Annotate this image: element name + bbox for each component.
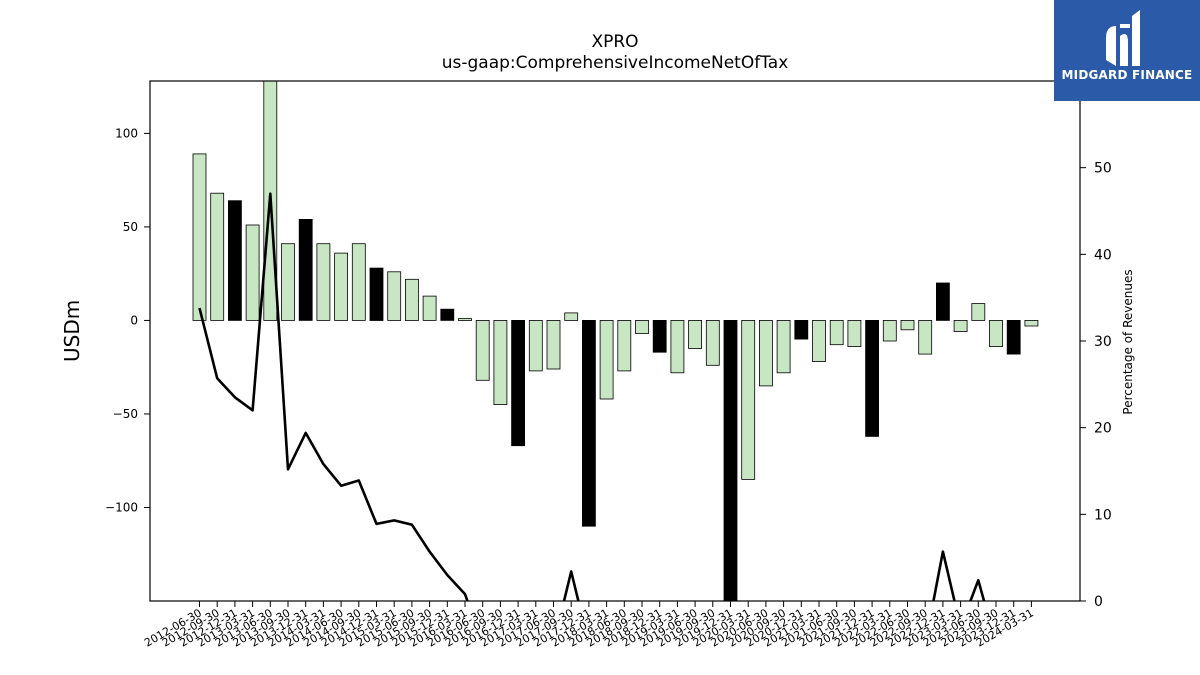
- y-tick-label: −100: [105, 500, 138, 514]
- bar-2019-12-31: [723, 319, 738, 601]
- bar-2017-12-31: [582, 319, 596, 527]
- bar-2021-12-31: [865, 319, 879, 437]
- bar-2022-12-31: [936, 282, 950, 321]
- bar-2022-09-30: [918, 319, 933, 355]
- chart-subtitle: us-gaap:ComprehensiveIncomeNetOfTax: [441, 53, 789, 73]
- bar-2022-03-31: [882, 319, 897, 342]
- bar-2021-03-31: [812, 319, 826, 362]
- bar-2023-12-31: [1006, 319, 1021, 355]
- bar-2016-06-30: [475, 319, 490, 381]
- bar-2018-03-31: [599, 319, 614, 400]
- bar-2017-09-30: [564, 312, 579, 321]
- bar-2021-09-30: [847, 319, 862, 347]
- line-layer: [198, 192, 986, 601]
- bar-2012-09-30: [210, 192, 225, 321]
- bar-2020-03-31: [741, 319, 756, 480]
- bar-2019-09-30: [705, 319, 720, 366]
- bar-2012-12-31: [227, 200, 242, 321]
- brand-logo: MIDGARD FINANCE: [1054, 0, 1200, 101]
- bar-2014-09-30: [351, 243, 366, 321]
- y-axis-label: USDm: [60, 299, 84, 362]
- bar-2021-06-30: [829, 319, 844, 346]
- x-axis: 2012-06-302012-09-302012-12-312013-03-31…: [142, 601, 1036, 650]
- bar-2022-06-30: [900, 319, 915, 331]
- bar-2020-09-30: [776, 319, 791, 374]
- bar-2015-09-30: [422, 295, 437, 321]
- y2-tick-label: 50: [1094, 161, 1112, 177]
- bar-2020-06-30: [759, 319, 773, 387]
- bar-2014-03-31: [316, 243, 331, 321]
- y2-tick-label: 20: [1094, 421, 1112, 437]
- plot-frame: [149, 80, 1081, 602]
- bar-2019-06-30: [688, 319, 702, 349]
- y2-axis-label: Percentage of Revenues: [1121, 269, 1135, 415]
- bar-2015-12-31: [440, 308, 455, 321]
- bar-2023-06-30: [971, 303, 986, 321]
- left-y-axis: 100 50 0 −50 −100: [105, 126, 150, 514]
- bar-2016-09-30: [493, 319, 508, 405]
- bar-2013-03-31: [245, 224, 260, 321]
- midgard-logo-icon: [1106, 10, 1140, 66]
- right-y-axis: 0 10 20 30 40 50: [1080, 161, 1112, 610]
- bar-2012-06-30: [192, 153, 207, 321]
- bar-2015-03-31: [387, 271, 402, 321]
- bar-2020-12-31: [794, 319, 809, 340]
- bar-2018-12-31: [652, 319, 667, 353]
- y2-tick-label: 30: [1094, 334, 1112, 350]
- bar-2017-03-31: [528, 319, 543, 372]
- percentage-line: [198, 192, 986, 601]
- brand-name: MIDGARD FINANCE: [1061, 68, 1193, 82]
- y-tick-label: −50: [113, 407, 138, 421]
- y-tick-label: 100: [115, 126, 138, 140]
- y-tick-label: 50: [123, 220, 138, 234]
- y-tick-label: 0: [130, 313, 138, 327]
- bar-2024-03-31: [1024, 319, 1039, 327]
- bar-2014-06-30: [334, 252, 349, 321]
- bar-2018-06-30: [617, 319, 632, 372]
- bar-2023-09-30: [989, 319, 1003, 347]
- bar-2013-12-31: [298, 218, 313, 321]
- bar-2017-06-30: [546, 319, 561, 370]
- y2-tick-label: 10: [1094, 507, 1112, 523]
- bar-2016-03-31: [458, 318, 472, 321]
- bar-2023-03-31: [953, 319, 968, 332]
- chart-title: XPRO: [591, 32, 639, 52]
- y2-tick-label: 0: [1094, 594, 1103, 610]
- bar-2016-12-31: [511, 319, 526, 447]
- bars-layer: [192, 81, 1039, 601]
- bar-2014-12-31: [369, 267, 384, 321]
- bar-2013-09-30: [281, 243, 295, 321]
- bar-2015-06-30: [404, 278, 419, 321]
- bar-2018-09-30: [635, 319, 649, 334]
- y2-tick-label: 40: [1094, 247, 1112, 263]
- bar-2019-03-31: [670, 319, 685, 374]
